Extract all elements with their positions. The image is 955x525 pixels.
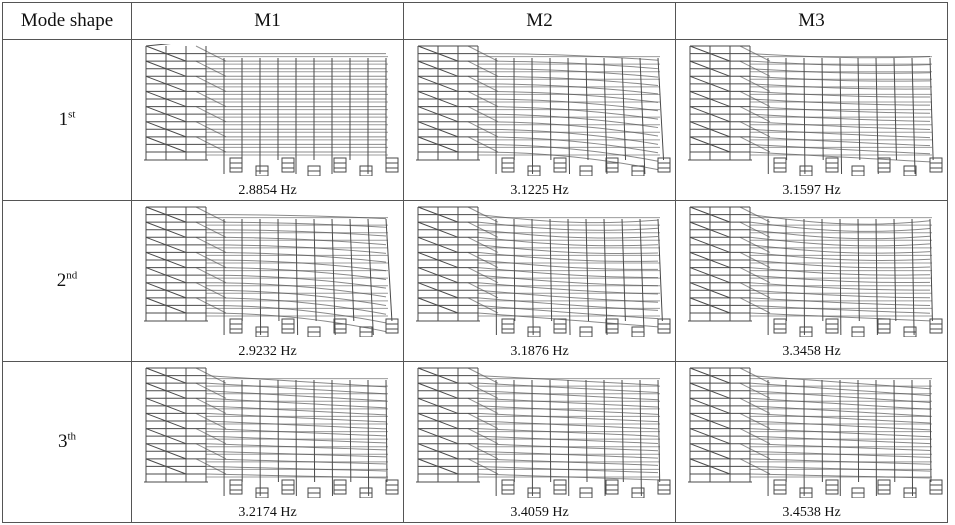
mode-shape-figure [416,206,671,337]
frequency-label: 3.1225 Hz [510,183,569,198]
mode-shape-figure [416,367,671,498]
header-row: Mode shape M1 M2 M3 [2,2,948,40]
mode-cell: 2.8854 Hz [131,39,404,201]
frequency-label: 2.9232 Hz [238,344,297,359]
mode-number: 3 [57,431,68,452]
mode-number: 2 [56,270,67,291]
mode-shape-figure [144,367,399,498]
header-model-m1: M1 [131,2,404,40]
frequency-label: 3.2174 Hz [238,505,297,520]
mode-shape-figure [688,206,943,337]
frequency-label: 3.4059 Hz [510,505,569,520]
header-model-m3: M3 [675,2,948,40]
mode-number: 1 [58,109,69,130]
mode-suffix: st [68,108,76,121]
mode-row: 3th 3.2174 Hz 3.4059 Hz 3.4538 Hz [2,361,948,523]
mode-shape-figure [144,44,399,176]
mode-label: 3th [2,361,132,523]
mode-shape-figure [416,45,671,176]
mode-cell: 3.1225 Hz [403,39,676,201]
mode-suffix: nd [66,269,78,282]
mode-cell: 3.2174 Hz [131,361,404,523]
frequency-label: 3.3458 Hz [782,344,841,359]
frequency-label: 3.4538 Hz [782,505,841,520]
mode-shape-figure [688,367,943,498]
mode-suffix: th [67,430,77,443]
mode-label: 1st [2,39,132,201]
mode-shape-figure [688,45,943,176]
frequency-label: 3.1876 Hz [510,344,569,359]
frequency-label: 3.1597 Hz [782,183,841,198]
mode-label: 2nd [2,200,132,362]
mode-cell: 3.4538 Hz [675,361,948,523]
header-model-m2: M2 [403,2,676,40]
header-mode-shape: Mode shape [2,2,132,40]
mode-cell: 3.1876 Hz [403,200,676,362]
mode-shape-figure [144,206,399,337]
mode-row: 1st 2.8854 Hz 3.1225 Hz 3.1597 Hz [2,39,948,201]
frequency-label: 2.8854 Hz [238,183,297,198]
mode-row: 2nd 2.9232 Hz 3.1876 Hz 3.3458 Hz [2,200,948,362]
mode-cell: 3.3458 Hz [675,200,948,362]
mode-cell: 3.4059 Hz [403,361,676,523]
mode-cell: 3.1597 Hz [675,39,948,201]
mode-cell: 2.9232 Hz [131,200,404,362]
